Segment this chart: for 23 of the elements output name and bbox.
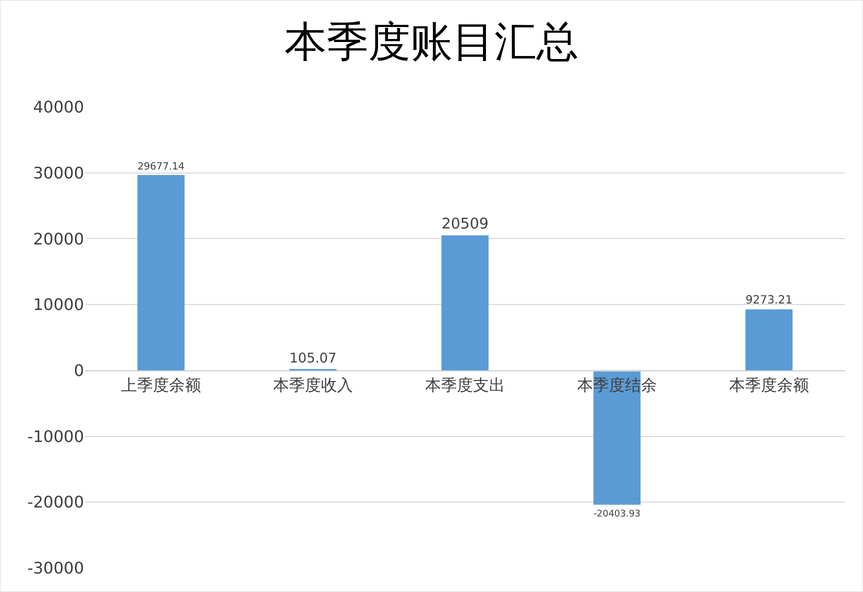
y-tick-label: 40000 — [33, 98, 84, 117]
data-label: -20403.93 — [594, 508, 641, 520]
x-tick-label: 本季度结余 — [577, 376, 657, 395]
y-tick-label: -20000 — [27, 492, 84, 512]
x-tick-label: 本季度收入 — [273, 376, 353, 395]
y-tick-label: 10000 — [33, 295, 84, 314]
chart-title: 本季度账目汇总 — [284, 20, 578, 66]
bar — [593, 370, 641, 505]
data-label: 20509 — [441, 215, 489, 232]
y-tick-label: 0 — [74, 361, 84, 380]
y-tick-label: 30000 — [33, 163, 84, 182]
x-tick-label: 本季度支出 — [425, 376, 505, 395]
x-tick-label: 上季度余额 — [121, 376, 201, 395]
bar — [137, 174, 185, 370]
bar — [745, 309, 793, 370]
bar — [441, 235, 489, 370]
y-tick-label: -10000 — [27, 426, 84, 446]
x-tick-label: 本季度余额 — [729, 376, 809, 395]
data-label: 105.07 — [289, 351, 337, 366]
y-tick-label: 20000 — [33, 229, 84, 248]
data-label: 29677.14 — [137, 161, 185, 172]
y-tick-label: -30000 — [27, 558, 84, 578]
data-label: 9273.21 — [745, 292, 793, 306]
